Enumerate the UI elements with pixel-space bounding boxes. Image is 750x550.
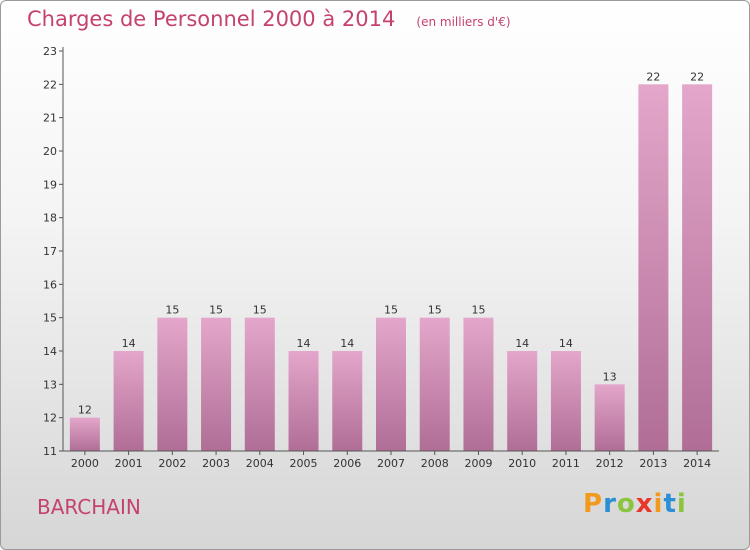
data-label-2007: 15: [384, 304, 398, 317]
bar-2000: [69, 417, 100, 451]
data-label-2010: 14: [515, 337, 529, 350]
y-tick-label-16: 16: [43, 278, 57, 291]
x-tick-label-2001: 2001: [115, 457, 143, 470]
y-tick-label-14: 14: [43, 345, 57, 358]
bar-2005: [288, 351, 319, 451]
bar-2013: [638, 84, 669, 451]
chart-subtitle: (en milliers d'€): [416, 15, 511, 29]
data-label-2001: 14: [122, 337, 136, 350]
title-row: Charges de Personnel 2000 à 2014 (en mil…: [27, 7, 511, 31]
commune-name: BARCHAIN: [37, 495, 141, 519]
x-tick-label-2002: 2002: [158, 457, 186, 470]
x-tick-label-2012: 2012: [596, 457, 624, 470]
x-tick-label-2008: 2008: [421, 457, 449, 470]
data-label-2013: 22: [646, 70, 660, 83]
logo-letter: t: [663, 489, 677, 519]
x-tick-label-2014: 2014: [683, 457, 711, 470]
logo-letter: i: [653, 489, 664, 519]
data-label-2011: 14: [559, 337, 573, 350]
bar-2010: [507, 351, 538, 451]
x-tick-label-2004: 2004: [246, 457, 274, 470]
x-tick-label-2011: 2011: [552, 457, 580, 470]
data-label-2012: 13: [603, 370, 617, 383]
bar-2002: [157, 317, 188, 451]
data-label-2014: 22: [690, 70, 704, 83]
y-tick-label-17: 17: [43, 245, 57, 258]
logo-letter: r: [603, 489, 617, 519]
bar-2007: [376, 317, 406, 451]
y-tick-label-15: 15: [43, 312, 57, 325]
data-label-2008: 15: [428, 304, 442, 317]
y-tick-label-18: 18: [43, 212, 57, 225]
proxiti-logo: Proxiti: [583, 489, 687, 519]
chart-title: Charges de Personnel 2000 à 2014: [27, 7, 396, 31]
bar-2011: [550, 351, 581, 451]
y-tick-label-22: 22: [43, 78, 57, 91]
y-tick-label-23: 23: [43, 45, 57, 58]
bar-2012: [594, 384, 625, 451]
y-tick-label-19: 19: [43, 178, 57, 191]
bar-2001: [113, 351, 144, 451]
y-tick-label-13: 13: [43, 378, 57, 391]
bar-2003: [201, 317, 232, 451]
x-tick-label-2005: 2005: [290, 457, 318, 470]
bar-2009: [463, 317, 494, 451]
y-tick-label-21: 21: [43, 112, 57, 125]
data-label-2005: 14: [297, 337, 311, 350]
data-label-2002: 15: [165, 304, 179, 317]
bar-2008: [419, 317, 450, 451]
y-tick-label-12: 12: [43, 412, 57, 425]
y-tick-label-11: 11: [43, 445, 57, 458]
data-label-2006: 14: [340, 337, 354, 350]
logo-letter: o: [616, 489, 636, 519]
x-tick-label-2013: 2013: [639, 457, 667, 470]
x-tick-label-2003: 2003: [202, 457, 230, 470]
x-tick-label-2006: 2006: [333, 457, 361, 470]
data-label-2000: 12: [78, 404, 92, 417]
x-tick-label-2009: 2009: [464, 457, 492, 470]
x-tick-label-2007: 2007: [377, 457, 405, 470]
logo-letter: P: [583, 489, 604, 519]
bar-2006: [332, 351, 363, 451]
logo-letter: x: [635, 489, 654, 519]
bar-2014: [682, 84, 713, 451]
y-tick-label-20: 20: [43, 145, 57, 158]
data-label-2004: 15: [253, 304, 267, 317]
x-tick-label-2000: 2000: [71, 457, 99, 470]
x-tick-label-2010: 2010: [508, 457, 536, 470]
logo-letter: i: [676, 489, 687, 519]
bar-2004: [244, 317, 275, 451]
data-label-2009: 15: [471, 304, 485, 317]
data-label-2003: 15: [209, 304, 223, 317]
